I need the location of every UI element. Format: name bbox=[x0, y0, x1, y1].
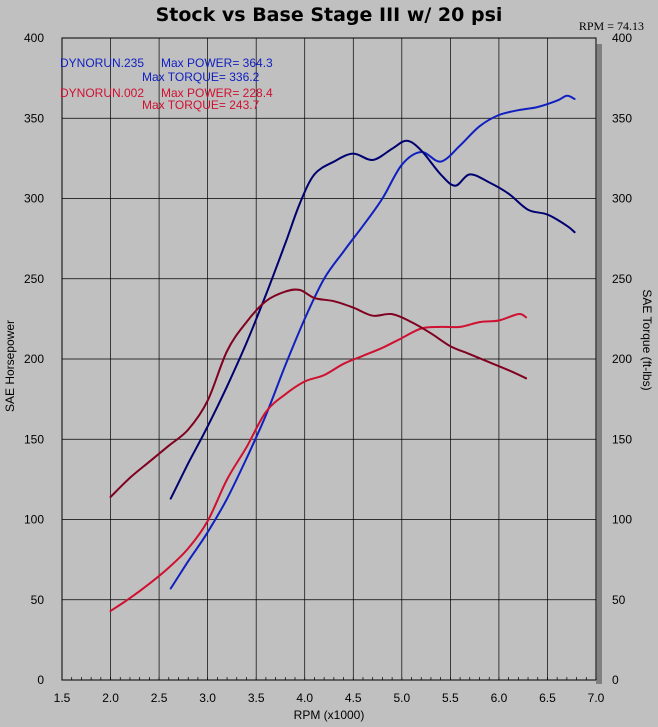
y2-tick-label-0: 0 bbox=[612, 673, 619, 687]
legend-run-235-torque: Max TORQUE= 336.2 bbox=[142, 70, 260, 84]
y2-tick-label-8: 400 bbox=[612, 31, 632, 45]
x-tick-label-7: 5.0 bbox=[393, 691, 410, 705]
y-tick-label-8: 400 bbox=[24, 31, 44, 45]
y2-tick-label-2: 100 bbox=[612, 513, 632, 527]
y2-tick-label-6: 300 bbox=[612, 192, 632, 206]
legend-run-002-name: DYNORUN.002 bbox=[60, 86, 144, 100]
x-tick-label-2: 2.5 bbox=[151, 691, 168, 705]
legend-run-235-power: Max POWER= 364.3 bbox=[161, 56, 273, 70]
y2-tick-labels: 0 50 100 150 200 250 300 350 400 bbox=[612, 31, 632, 687]
x-tick-label-6: 4.5 bbox=[345, 691, 362, 705]
x-tick-label-1: 2.0 bbox=[102, 691, 119, 705]
chart-title: Stock vs Base Stage III w/ 20 psi bbox=[155, 4, 503, 26]
legend-run-235-name: DYNORUN.235 bbox=[60, 56, 144, 70]
y-tick-label-1: 50 bbox=[31, 593, 45, 607]
x-tick-label-5: 4.0 bbox=[296, 691, 313, 705]
x-tick-label-3: 3.0 bbox=[199, 691, 216, 705]
y-axis-label: SAE Horsepower bbox=[3, 320, 17, 412]
series-line-0 bbox=[169, 94, 576, 590]
series-lines bbox=[109, 94, 576, 612]
legend-run-002-power: Max POWER= 228.4 bbox=[161, 86, 273, 100]
x-tick-labels: 1.5 2.0 2.5 3.0 3.5 4.0 4.5 5.0 5.5 6.0 6.5 7.0 bbox=[54, 691, 605, 705]
x-tick-label-10: 6.5 bbox=[539, 691, 556, 705]
x-tick-label-8: 5.5 bbox=[442, 691, 459, 705]
y-tick-label-6: 300 bbox=[24, 192, 44, 206]
legend: DYNORUN.235 Max POWER= 364.3 Max TORQUE=… bbox=[60, 56, 273, 112]
y-tick-label-4: 200 bbox=[24, 352, 44, 366]
y-tick-label-2: 100 bbox=[24, 513, 44, 527]
y2-tick-label-4: 200 bbox=[612, 352, 632, 366]
y-tick-label-3: 150 bbox=[24, 432, 44, 446]
y-tick-label-0: 0 bbox=[37, 673, 44, 687]
x-tick-label-0: 1.5 bbox=[54, 691, 71, 705]
legend-run-002-torque: Max TORQUE= 243.7 bbox=[142, 98, 260, 112]
y-tick-label-7: 350 bbox=[24, 111, 44, 125]
y2-tick-label-1: 50 bbox=[612, 593, 626, 607]
y2-axis-label: SAE Torque (ft-lbs) bbox=[640, 289, 654, 390]
x-tick-label-4: 3.5 bbox=[248, 691, 265, 705]
y-tick-label-5: 250 bbox=[24, 272, 44, 286]
x-tick-label-9: 6.0 bbox=[491, 691, 508, 705]
x-axis-label: RPM (x1000) bbox=[294, 708, 365, 722]
rpm-readout: RPM = 74.13 bbox=[578, 19, 644, 33]
y2-tick-label-5: 250 bbox=[612, 272, 632, 286]
x-tick-label-11: 7.0 bbox=[588, 691, 605, 705]
grid bbox=[61, 37, 597, 681]
y-tick-labels: 0 50 100 150 200 250 300 350 400 bbox=[24, 31, 44, 687]
y2-tick-label-7: 350 bbox=[612, 111, 632, 125]
series-line-3 bbox=[109, 288, 528, 498]
series-line-1 bbox=[169, 139, 576, 500]
y2-tick-label-3: 150 bbox=[612, 432, 632, 446]
series-line-2 bbox=[109, 313, 528, 612]
right-frame-shadow bbox=[596, 44, 602, 684]
